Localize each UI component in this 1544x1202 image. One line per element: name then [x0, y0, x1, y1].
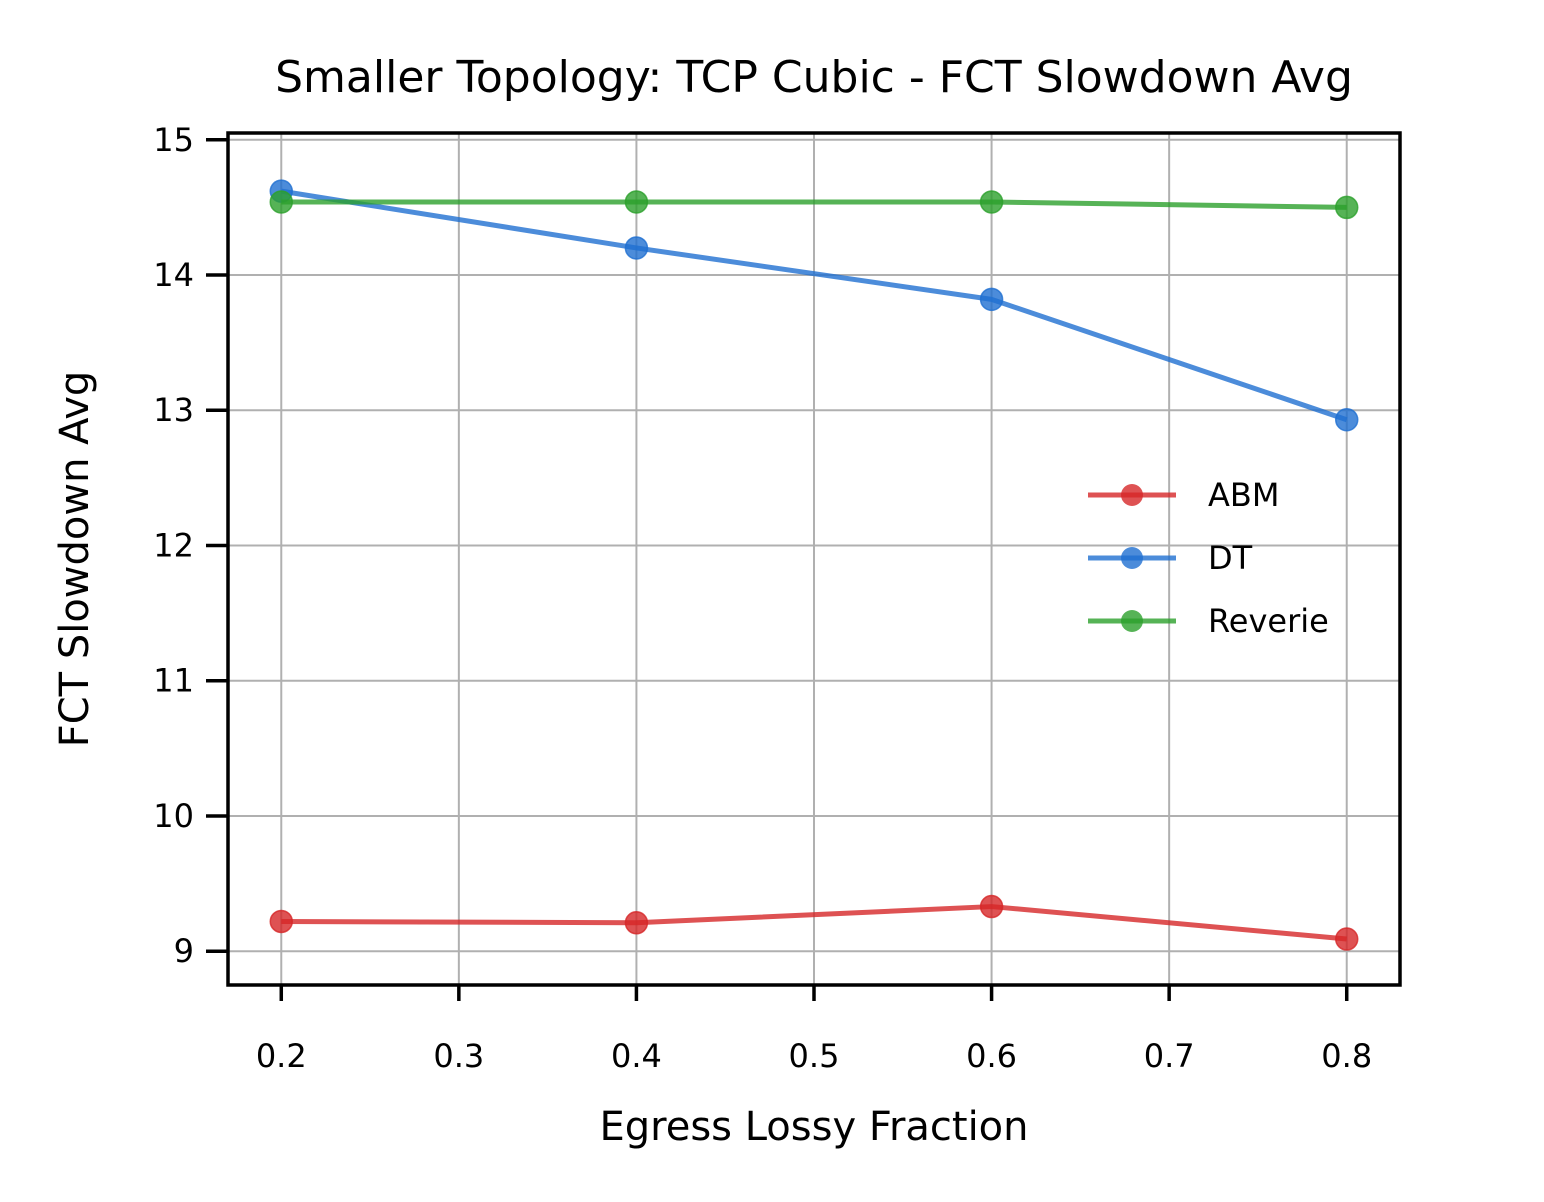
series-line-reverie — [281, 199, 1347, 210]
legend-marker-dt — [1121, 547, 1143, 569]
x-tick-label: 0.4 — [611, 1037, 662, 1075]
legend-label-reverie: Reverie — [1208, 602, 1329, 640]
legend: ABM DT Reverie — [1088, 476, 1329, 640]
y-axis: 9 10 11 12 13 14 15 — [153, 121, 228, 970]
data-point-abm — [269, 909, 294, 934]
y-tick-label: 14 — [153, 256, 194, 294]
legend-marker-abm — [1121, 484, 1143, 506]
data-point-abm — [1334, 927, 1359, 951]
x-axis-label: Egress Lossy Fraction — [599, 1104, 1028, 1150]
x-tick-label: 0.8 — [1321, 1037, 1372, 1075]
x-tick-label: 0.7 — [1144, 1037, 1195, 1075]
data-point-abm — [624, 911, 649, 935]
data-point-abm — [979, 894, 1004, 919]
x-tick-label: 0.6 — [966, 1037, 1017, 1075]
data-point-dt — [624, 236, 649, 260]
legend-marker-reverie — [1121, 610, 1143, 632]
x-tick-label: 0.5 — [789, 1037, 840, 1075]
series-line-abm — [281, 904, 1347, 942]
y-axis-label: FCT Slowdown Avg — [52, 371, 98, 748]
data-point-reverie — [624, 190, 649, 214]
legend-label-dt: DT — [1208, 539, 1253, 577]
legend-label-abm: ABM — [1208, 476, 1279, 514]
x-tick-label: 0.2 — [256, 1037, 307, 1075]
data-point-dt — [1334, 407, 1359, 432]
y-tick-label: 15 — [153, 121, 194, 159]
y-tick-label: 11 — [153, 662, 194, 700]
chart-title: Smaller Topology: TCP Cubic - FCT Slowdo… — [275, 52, 1353, 103]
y-tick-label: 9 — [174, 932, 194, 970]
series-group — [269, 179, 1359, 951]
y-tick-label: 13 — [153, 391, 194, 429]
series-line-dt — [280, 188, 1348, 423]
x-axis: 0.2 0.3 0.4 0.5 0.6 0.7 0.8 — [256, 985, 1372, 1075]
data-point-reverie — [979, 190, 1004, 214]
y-tick-label: 10 — [153, 797, 194, 835]
y-tick-label: 12 — [153, 526, 194, 564]
data-point-reverie — [1334, 195, 1359, 220]
data-point-dt — [979, 287, 1004, 312]
x-tick-label: 0.3 — [433, 1037, 484, 1075]
data-point-reverie — [269, 190, 294, 214]
